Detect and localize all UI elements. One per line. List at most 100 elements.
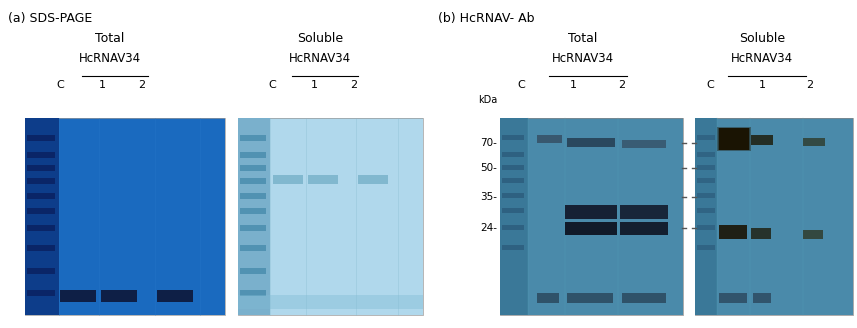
Bar	[502, 225, 524, 230]
Bar	[803, 230, 823, 239]
Bar	[27, 208, 55, 214]
Text: 1: 1	[570, 80, 577, 90]
Bar	[751, 135, 773, 145]
Text: 24-: 24-	[480, 223, 497, 233]
Text: 50-: 50-	[480, 163, 497, 173]
Bar	[697, 165, 715, 170]
Text: HcRNAV34: HcRNAV34	[289, 52, 351, 65]
Bar	[27, 245, 55, 251]
Bar	[27, 225, 55, 231]
Bar	[500, 118, 683, 315]
Bar	[502, 165, 524, 170]
Text: C: C	[268, 80, 276, 90]
Bar	[695, 118, 853, 315]
Text: Total: Total	[568, 32, 597, 45]
Text: 35-: 35-	[480, 192, 497, 202]
Bar	[567, 293, 613, 303]
Text: Total: Total	[95, 32, 124, 45]
Bar	[697, 193, 715, 198]
Text: 2: 2	[806, 80, 813, 90]
Bar	[753, 293, 771, 303]
Bar	[240, 225, 266, 231]
Bar	[502, 208, 524, 213]
Bar	[240, 193, 266, 199]
Bar	[502, 178, 524, 183]
Bar	[502, 193, 524, 198]
Bar	[240, 290, 266, 296]
Bar	[240, 165, 266, 171]
Bar	[240, 178, 266, 184]
Text: (b) HcRNAV- Ab: (b) HcRNAV- Ab	[438, 12, 535, 25]
Bar	[697, 135, 715, 140]
Text: 2: 2	[139, 80, 146, 90]
Bar	[240, 268, 266, 274]
Bar	[238, 295, 423, 309]
Bar	[719, 128, 749, 150]
Bar	[240, 208, 266, 214]
Bar	[719, 128, 749, 150]
Bar	[537, 135, 562, 143]
Bar	[620, 205, 668, 219]
Text: 1: 1	[99, 80, 105, 90]
Text: Soluble: Soluble	[297, 32, 343, 45]
Text: C: C	[706, 80, 714, 90]
Bar	[620, 222, 668, 235]
Bar	[719, 225, 747, 239]
Bar	[157, 290, 193, 302]
Bar	[697, 178, 715, 183]
Bar	[273, 175, 303, 184]
Text: Soluble: Soluble	[739, 32, 785, 45]
Bar	[697, 245, 715, 250]
Bar	[238, 118, 270, 315]
Bar	[718, 128, 750, 150]
Bar	[502, 245, 524, 250]
Bar	[308, 175, 338, 184]
Text: 70-: 70-	[480, 138, 497, 148]
Text: C: C	[517, 80, 524, 90]
Bar	[565, 205, 617, 219]
Bar	[622, 140, 666, 148]
Bar	[567, 138, 615, 147]
Bar	[502, 135, 524, 140]
Bar	[27, 135, 55, 141]
Bar	[238, 118, 423, 315]
Text: kDa: kDa	[477, 95, 497, 105]
Bar	[500, 118, 528, 315]
Bar	[25, 118, 225, 315]
Bar	[717, 127, 751, 151]
Bar	[27, 193, 55, 199]
Bar	[358, 175, 388, 184]
Bar	[751, 228, 771, 239]
Bar	[25, 118, 225, 315]
Bar	[502, 152, 524, 157]
Text: HcRNAV34: HcRNAV34	[731, 52, 793, 65]
Bar	[240, 245, 266, 251]
Bar	[500, 118, 683, 315]
Bar	[101, 290, 137, 302]
Bar	[537, 293, 559, 303]
Bar	[25, 118, 59, 315]
Text: HcRNAV34: HcRNAV34	[552, 52, 614, 65]
Bar	[240, 152, 266, 158]
Text: 1: 1	[758, 80, 765, 90]
Bar	[803, 138, 825, 146]
Text: 2: 2	[619, 80, 626, 90]
Bar	[27, 268, 55, 274]
Text: C: C	[56, 80, 64, 90]
Bar	[697, 208, 715, 213]
Bar	[695, 118, 853, 315]
Bar	[238, 118, 423, 315]
Bar	[695, 118, 717, 315]
Bar	[240, 135, 266, 141]
Bar	[622, 293, 666, 303]
Text: 2: 2	[351, 80, 357, 90]
Bar	[719, 293, 747, 303]
Bar	[27, 290, 55, 296]
Bar	[697, 225, 715, 230]
Bar	[27, 152, 55, 158]
Bar	[565, 222, 617, 235]
Bar	[697, 152, 715, 157]
Text: HcRNAV34: HcRNAV34	[79, 52, 141, 65]
Text: 1: 1	[310, 80, 317, 90]
Bar	[27, 178, 55, 184]
